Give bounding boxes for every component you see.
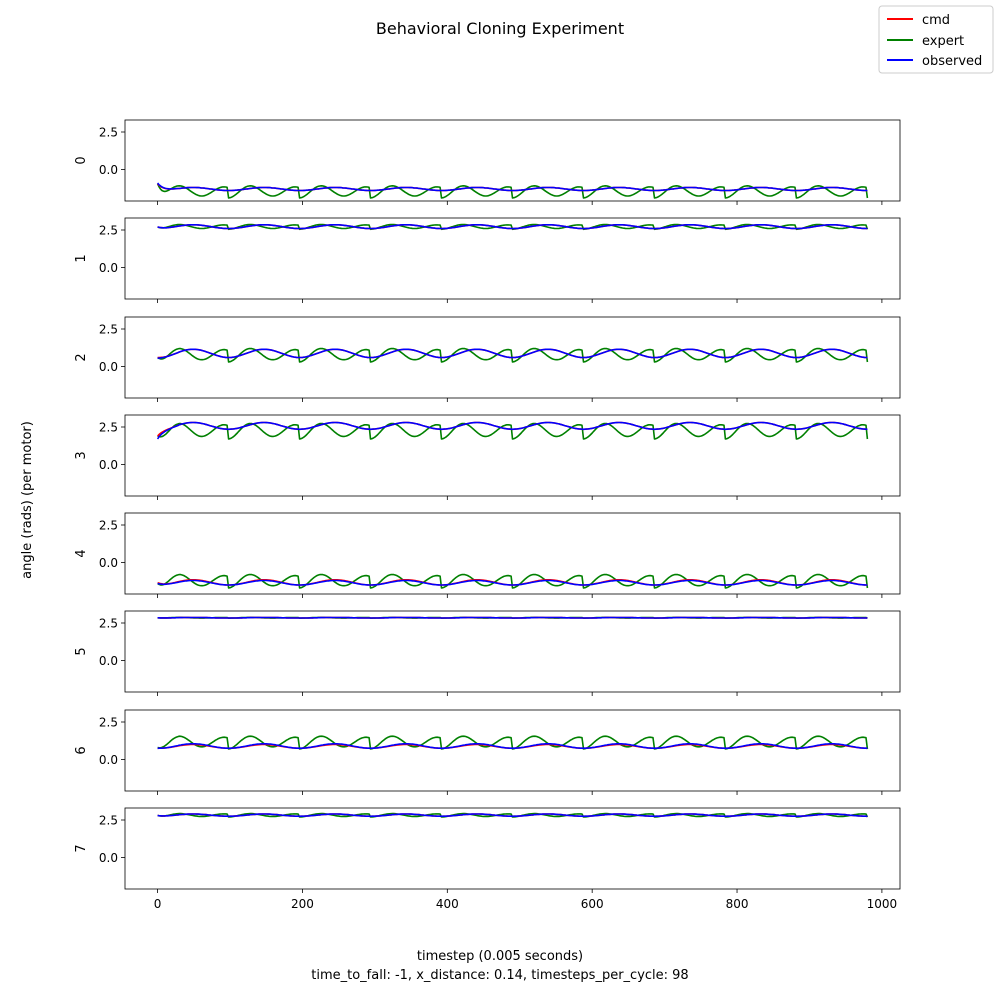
legend: cmd expert observed (878, 5, 994, 74)
subplot-frame-5 (124, 610, 901, 693)
y-tick-label-2-0: 0.0 (99, 360, 118, 374)
subplot-lines-0 (156, 182, 869, 199)
subplot-ylabel-1: 1 (74, 254, 89, 262)
subplot-ylabel-2: 2 (74, 353, 89, 361)
series-line-observed-6 (157, 743, 868, 750)
x-tick-label-0: 0 (154, 897, 162, 911)
subplot-frame-0 (124, 119, 901, 202)
subplot-7: 0.0 2.5 7 0 200 400 600 800 1000 (74, 807, 901, 911)
series-line-observed-1 (157, 224, 868, 230)
series-line-observed-7 (157, 813, 868, 818)
subplot-ylabel-0: 0 (74, 156, 89, 164)
y-tick-label-6-0: 0.0 (99, 753, 118, 767)
subplot-ylabel-4: 4 (74, 549, 89, 557)
subplot-lines-5 (157, 616, 868, 619)
subplot-5: 0.0 2.5 5 (74, 610, 901, 696)
series-line-expert-0 (156, 183, 869, 199)
y-tick-label-0-0: 0.0 (99, 163, 118, 177)
legend-box (878, 5, 994, 74)
y-tick-label-6-1: 2.5 (99, 716, 118, 730)
y-tick-label-1-1: 2.5 (99, 224, 118, 238)
series-line-expert-4 (157, 573, 869, 589)
y-tick-label-5-0: 0.0 (99, 654, 118, 668)
subplot-6: 0.0 2.5 6 (74, 709, 901, 795)
y-tick-label-2-1: 2.5 (99, 323, 118, 337)
subplot-lines-7 (157, 812, 869, 818)
legend-label-cmd: cmd (922, 13, 950, 28)
subplot-frame-7 (124, 807, 901, 890)
subplots: 0.0 2.5 0 0.0 2.5 1 0.0 2.5 2 0.0 2.5 3 0.0 2.5 4 0.0 2.… (74, 119, 901, 911)
subplot-frame-1 (124, 217, 901, 300)
y-tick-label-0-1: 2.5 (99, 126, 118, 140)
x-tick-label-4: 800 (726, 897, 749, 911)
y-tick-label-3-1: 2.5 (99, 421, 118, 435)
subplot-frame-4 (124, 512, 901, 595)
subplot-lines-2 (157, 347, 869, 363)
y-tick-label-7-1: 2.5 (99, 814, 118, 828)
y-tick-label-4-0: 0.0 (99, 556, 118, 570)
y-tick-label-5-1: 2.5 (99, 617, 118, 631)
series-line-observed-5 (157, 616, 868, 619)
subplot-lines-1 (157, 223, 869, 231)
subplot-frame-6 (124, 709, 901, 792)
subplot-lines-6 (157, 735, 869, 750)
subplot-1: 0.0 2.5 1 (74, 217, 901, 303)
x-tick-label-2: 400 (436, 897, 459, 911)
legend-label-observed: observed (922, 54, 982, 69)
x-axis-label: timestep (0.005 seconds) (417, 949, 583, 964)
subplot-ylabel-5: 5 (74, 647, 89, 655)
subplot-lines-4 (157, 573, 869, 589)
y-tick-label-1-0: 0.0 (99, 261, 118, 275)
y-tick-label-3-0: 0.0 (99, 458, 118, 472)
legend-label-expert: expert (922, 34, 964, 49)
series-line-expert-2 (157, 347, 869, 363)
series-line-observed-3 (156, 421, 868, 440)
subplot-ylabel-3: 3 (74, 451, 89, 459)
series-line-observed-2 (157, 348, 868, 360)
subplot-ylabel-7: 7 (74, 844, 89, 852)
series-line-observed-0 (156, 182, 868, 192)
subplot-frame-2 (124, 316, 901, 399)
subplot-4: 0.0 2.5 4 (74, 512, 901, 598)
subplot-3: 0.0 2.5 3 (74, 414, 901, 500)
subplot-2: 0.0 2.5 2 (74, 316, 901, 402)
y-tick-label-7-0: 0.0 (99, 851, 118, 865)
series-line-observed-4 (157, 579, 868, 586)
subplot-ylabel-6: 6 (74, 746, 89, 754)
x-tick-label-1: 200 (291, 897, 314, 911)
y-tick-label-4-1: 2.5 (99, 519, 118, 533)
x-tick-label-5: 1000 (867, 897, 898, 911)
x-tick-label-3: 600 (581, 897, 604, 911)
subplot-lines-3 (156, 421, 869, 440)
y-axis-label: angle (rads) (per motor) (20, 421, 35, 579)
subplot-0: 0.0 2.5 0 (74, 119, 901, 205)
figure-title: Behavioral Cloning Experiment (376, 19, 624, 38)
figure-footer: time_to_fall: -1, x_distance: 0.14, time… (311, 968, 688, 983)
subplot-frame-3 (124, 414, 901, 497)
